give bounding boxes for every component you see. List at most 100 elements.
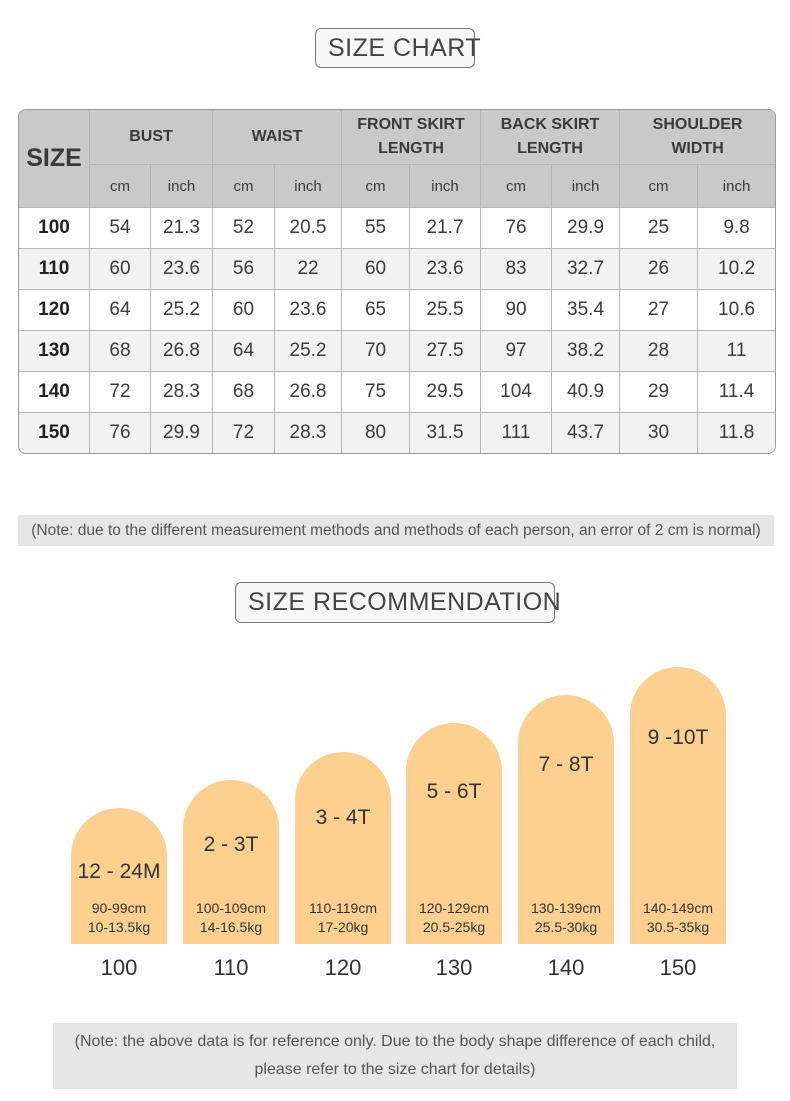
unit-header: cm [620,165,699,208]
table-row: 100 54 21.3 52 20.5 55 21.7 76 29.9 25 9.8 [19,208,776,249]
table-cell: 31.5 [410,413,482,453]
table-cell: 25.2 [275,331,343,372]
table-cell: 29 [620,372,699,413]
table-cell: 64 [213,331,275,372]
table-cell: 76 [481,208,553,249]
height-range: 120-129cm [418,899,490,916]
table-row: 110 60 23.6 56 22 60 23.6 83 32.7 26 10.2 [19,249,776,290]
table-group-header-row: SIZE BUST WAIST FRONT SKIRT LENGTH BACK S… [19,110,776,208]
table-cell: 60 [90,249,151,290]
table-cell: 72 [213,413,275,453]
table-unit-header-row: cm inch cm inch cm inch cm inch cm inch [19,165,776,208]
size-label: 120 [324,955,362,980]
group-header-shoulder-width: SHOULDER WIDTH [620,110,776,165]
table-cell: 64 [90,290,151,331]
table-cell: 80 [342,413,411,453]
measurement-range: 140-149cm 30.5-35kg [630,899,726,937]
size-chart-title: SIZE CHART [315,28,481,68]
table-cell: 11.8 [698,413,776,453]
row-size-cell: 100 [19,208,90,249]
row-size-cell: 110 [19,249,90,290]
weight-range: 30.5-35kg [646,919,710,935]
table-cell: 23.6 [410,249,482,290]
table-row: 150 76 29.9 72 28.3 80 31.5 111 43.7 30 11.8 [19,413,776,453]
size-header: SIZE [19,110,90,208]
table-cell: 83 [481,249,553,290]
weight-range: 17-20kg [317,918,369,935]
size-label: 150 [659,955,697,980]
reference-note: (Note: the above data is for reference o… [53,1023,737,1089]
height-range: 130-139cm [530,899,602,916]
row-size-cell: 120 [19,290,90,331]
measurement-note: (Note: due to the different measurement … [18,515,774,546]
measurement-range: 110-119cm 17-20kg [295,899,391,937]
unit-header: cm [342,165,411,208]
size-bar: 9 -10T 140-149cm 30.5-35kg [630,667,726,944]
table-cell: 60 [213,290,275,331]
measurement-range: 130-139cm 25.5-30kg [518,899,614,937]
table-cell: 65 [342,290,411,331]
group-header-back-skirt-length: BACK SKIRT LENGTH [481,110,621,165]
unit-header: cm [90,165,151,208]
table-cell: 52 [213,208,275,249]
table-cell: 27 [620,290,699,331]
size-label: 130 [435,955,473,980]
row-size-cell: 150 [19,413,90,453]
table-cell: 68 [90,331,151,372]
table-row: 130 68 26.8 64 25.2 70 27.5 97 38.2 28 11 [19,331,776,372]
unit-header: cm [481,165,553,208]
row-size-cell: 140 [19,372,90,413]
size-label: 140 [547,955,585,980]
table-cell: 40.9 [552,372,621,413]
unit-header: inch [151,165,213,208]
table-cell: 56 [213,249,275,290]
table-cell: 60 [342,249,411,290]
size-bar: 2 - 3T 100-109cm 14-16.5kg [183,779,279,944]
table-cell: 35.4 [552,290,621,331]
table-cell: 43.7 [552,413,621,453]
age-label: 12 - 24M [77,860,161,883]
age-label: 9 -10T [647,726,709,749]
table-cell: 29.9 [151,413,213,453]
weight-range: 10-13.5kg [87,919,151,935]
table-cell: 21.7 [410,208,482,249]
table-body: 100 54 21.3 52 20.5 55 21.7 76 29.9 25 9.8 110 60 23.… [19,208,776,453]
unit-header: inch [275,165,343,208]
table-cell: 20.5 [275,208,343,249]
table-cell: 104 [481,372,553,413]
table-cell: 23.6 [275,290,343,331]
table-cell: 25.5 [410,290,482,331]
table-cell: 25 [620,208,699,249]
table-cell: 75 [342,372,411,413]
table-cell: 9.8 [698,208,776,249]
table-cell: 10.6 [698,290,776,331]
unit-header: inch [410,165,482,208]
table-cell: 26.8 [151,331,213,372]
table-cell: 26 [620,249,699,290]
table-cell: 72 [90,372,151,413]
table-cell: 28.3 [151,372,213,413]
size-label: 100 [100,955,138,980]
age-label: 3 - 4T [315,806,371,830]
table-row: 140 72 28.3 68 26.8 75 29.5 104 40.9 29 11.4 [19,372,776,413]
table-cell: 11.4 [698,372,776,413]
size-recommendation-title: SIZE RECOMMENDATION [235,582,561,623]
table-cell: 97 [481,331,553,372]
age-label: 2 - 3T [203,833,259,857]
table-cell: 54 [90,208,151,249]
row-size-cell: 130 [19,331,90,372]
table-cell: 30 [620,413,699,453]
unit-header: cm [213,165,275,208]
table-cell: 26.8 [275,372,343,413]
table-cell: 22 [275,249,343,290]
size-label: 110 [213,955,249,980]
table-cell: 38.2 [552,331,621,372]
measurement-range: 100-109cm 14-16.5kg [183,899,279,937]
height-range: 140-149cm [642,900,714,916]
age-label: 5 - 6T [426,779,482,803]
table-cell: 68 [213,372,275,413]
group-header-waist: WAIST [213,110,343,165]
measurement-range: 120-129cm 20.5-25kg [406,899,502,937]
table-cell: 28 [620,331,699,372]
table-cell: 55 [342,208,411,249]
